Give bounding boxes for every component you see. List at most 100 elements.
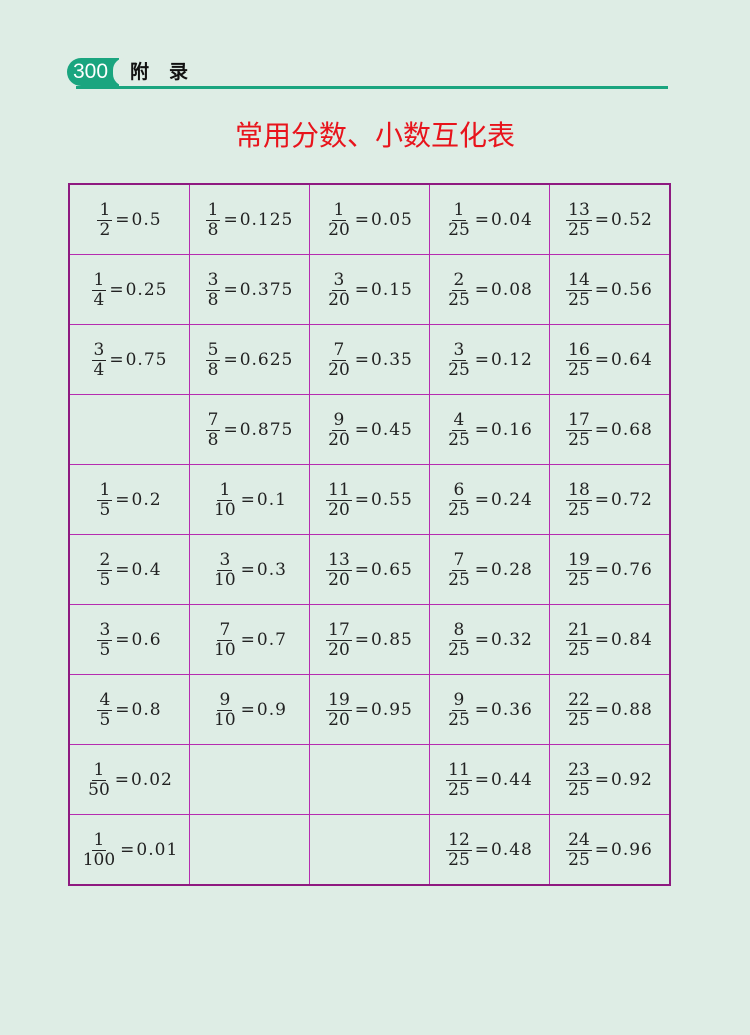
equals-sign: =: [594, 490, 610, 510]
conversion: 3 25 = 0.12: [446, 340, 533, 380]
equals-sign: =: [354, 280, 370, 300]
denominator: 25: [568, 779, 590, 800]
numerator: 2: [451, 269, 467, 291]
table-row: 1 2 = 0.5 1 8 = 0.125 1 20 = 0.05 1 25 = 0.04 13 25 = 0.52: [68, 183, 671, 255]
conversion: 1 4 = 0.25: [91, 269, 168, 310]
decimal-value: 0.96: [611, 840, 653, 860]
decimal-value: 0.68: [611, 420, 653, 440]
conversion: 3 5 = 0.6: [97, 620, 161, 660]
table-cell: 11 25 = 0.44: [429, 744, 550, 815]
denominator: 25: [568, 499, 590, 520]
table-cell: [309, 744, 430, 815]
numerator: 19: [566, 549, 592, 571]
table-cell: 16 25 = 0.64: [549, 324, 671, 395]
numerator: 4: [451, 409, 467, 431]
conversion: 7 10 = 0.7: [212, 620, 287, 660]
denominator: 8: [207, 359, 219, 380]
fraction: 17 20: [326, 619, 352, 660]
decimal-value: 0.25: [125, 280, 168, 300]
table-row: 4 5 = 0.8 9 10 = 0.9 19 20 = 0.95 9 25 = 0.36 22 25 = 0.88: [68, 674, 671, 745]
denominator: 20: [328, 359, 350, 380]
table-cell: 1 20 = 0.05: [309, 183, 430, 255]
section-label: 附录: [130, 61, 209, 83]
decimal-value: 0.56: [611, 280, 653, 300]
numerator: 6: [451, 479, 467, 501]
numerator: 7: [451, 549, 467, 571]
table-cell: 1 4 = 0.25: [68, 254, 190, 325]
equals-sign: =: [223, 280, 238, 300]
fraction: 19 25: [566, 549, 592, 590]
table-cell: 23 25 = 0.92: [549, 744, 671, 815]
fraction: 2 25: [446, 269, 472, 310]
table-row: 1 100 = 0.01 12 25 = 0.48 24 25 = 0.96: [68, 814, 671, 886]
conversion: 19 20 = 0.95: [326, 690, 413, 730]
table-cell: 1 10 = 0.1: [189, 464, 310, 535]
equals-sign: =: [114, 770, 130, 790]
conversion: 6 25 = 0.24: [446, 479, 533, 520]
denominator: 25: [448, 709, 470, 730]
denominator: 10: [214, 499, 236, 520]
equals-sign: =: [354, 560, 370, 580]
decimal-value: 0.65: [371, 560, 413, 580]
decimal-value: 0.85: [371, 630, 413, 650]
conversion: 16 25 = 0.64: [566, 339, 653, 380]
conversion: 11 20 = 0.55: [326, 480, 413, 520]
conversion: 21 25 = 0.84: [566, 619, 653, 660]
conversion: 1 50 = 0.02: [86, 759, 173, 800]
fraction: 7 25: [446, 549, 472, 590]
conversion: 3 4 = 0.75: [91, 340, 168, 380]
conversion: 1 8 = 0.125: [205, 199, 294, 240]
numerator: 1: [205, 199, 221, 221]
table-cell: 17 20 = 0.85: [309, 604, 430, 675]
fraction: 1 50: [86, 759, 112, 800]
numerator: 1: [331, 199, 347, 221]
decimal-value: 0.875: [239, 420, 294, 440]
numerator: 17: [326, 619, 352, 641]
conversion: 7 8 = 0.875: [205, 410, 294, 450]
conversion: 22 25 = 0.88: [566, 690, 653, 730]
decimal-value: 0.9: [256, 700, 287, 720]
table-cell: 4 5 = 0.8: [68, 674, 190, 745]
numerator: 3: [331, 269, 347, 291]
fraction: 13 25: [566, 199, 592, 240]
conversion: 12 25 = 0.48: [446, 830, 533, 870]
conversion: 3 8 = 0.375: [205, 270, 294, 310]
equals-sign: =: [240, 700, 255, 720]
equals-sign: =: [223, 420, 238, 440]
denominator: 4: [93, 289, 105, 310]
table-cell: 18 25 = 0.72: [549, 464, 671, 535]
numerator: 13: [566, 199, 592, 221]
decimal-value: 0.16: [491, 420, 533, 440]
table-cell: 9 20 = 0.45: [309, 394, 430, 465]
equals-sign: =: [109, 350, 124, 370]
conversion: 17 20 = 0.85: [326, 619, 413, 660]
table-cell: 12 25 = 0.48: [429, 814, 550, 886]
numerator: 1: [91, 269, 107, 291]
decimal-value: 0.08: [491, 280, 533, 300]
numerator: 9: [451, 689, 467, 711]
equals-sign: =: [594, 560, 610, 580]
equals-sign: =: [594, 210, 610, 230]
denominator: 2: [99, 219, 111, 240]
decimal-value: 0.64: [611, 350, 653, 370]
table-cell: 22 25 = 0.88: [549, 674, 671, 745]
numerator: 21: [566, 619, 592, 641]
decimal-value: 0.28: [491, 560, 533, 580]
denominator: 5: [99, 709, 111, 730]
table-row: 1 50 = 0.02 11 25 = 0.44 23 25 = 0.92: [68, 744, 671, 815]
numerator: 16: [566, 339, 592, 361]
fraction: 22 25: [566, 690, 592, 730]
numerator: 11: [446, 759, 472, 781]
denominator: 20: [328, 429, 350, 450]
decimal-value: 0.36: [491, 700, 533, 720]
numerator: 1: [91, 759, 107, 781]
denominator: 8: [207, 289, 219, 310]
table-cell: [189, 744, 310, 815]
table-row: 3 4 = 0.75 5 8 = 0.625 7 20 = 0.35 3 25 = 0.12 16 25 = 0.64: [68, 324, 671, 395]
denominator: 25: [568, 359, 590, 380]
table-cell: 19 20 = 0.95: [309, 674, 430, 745]
table-cell: 2 25 = 0.08: [429, 254, 550, 325]
